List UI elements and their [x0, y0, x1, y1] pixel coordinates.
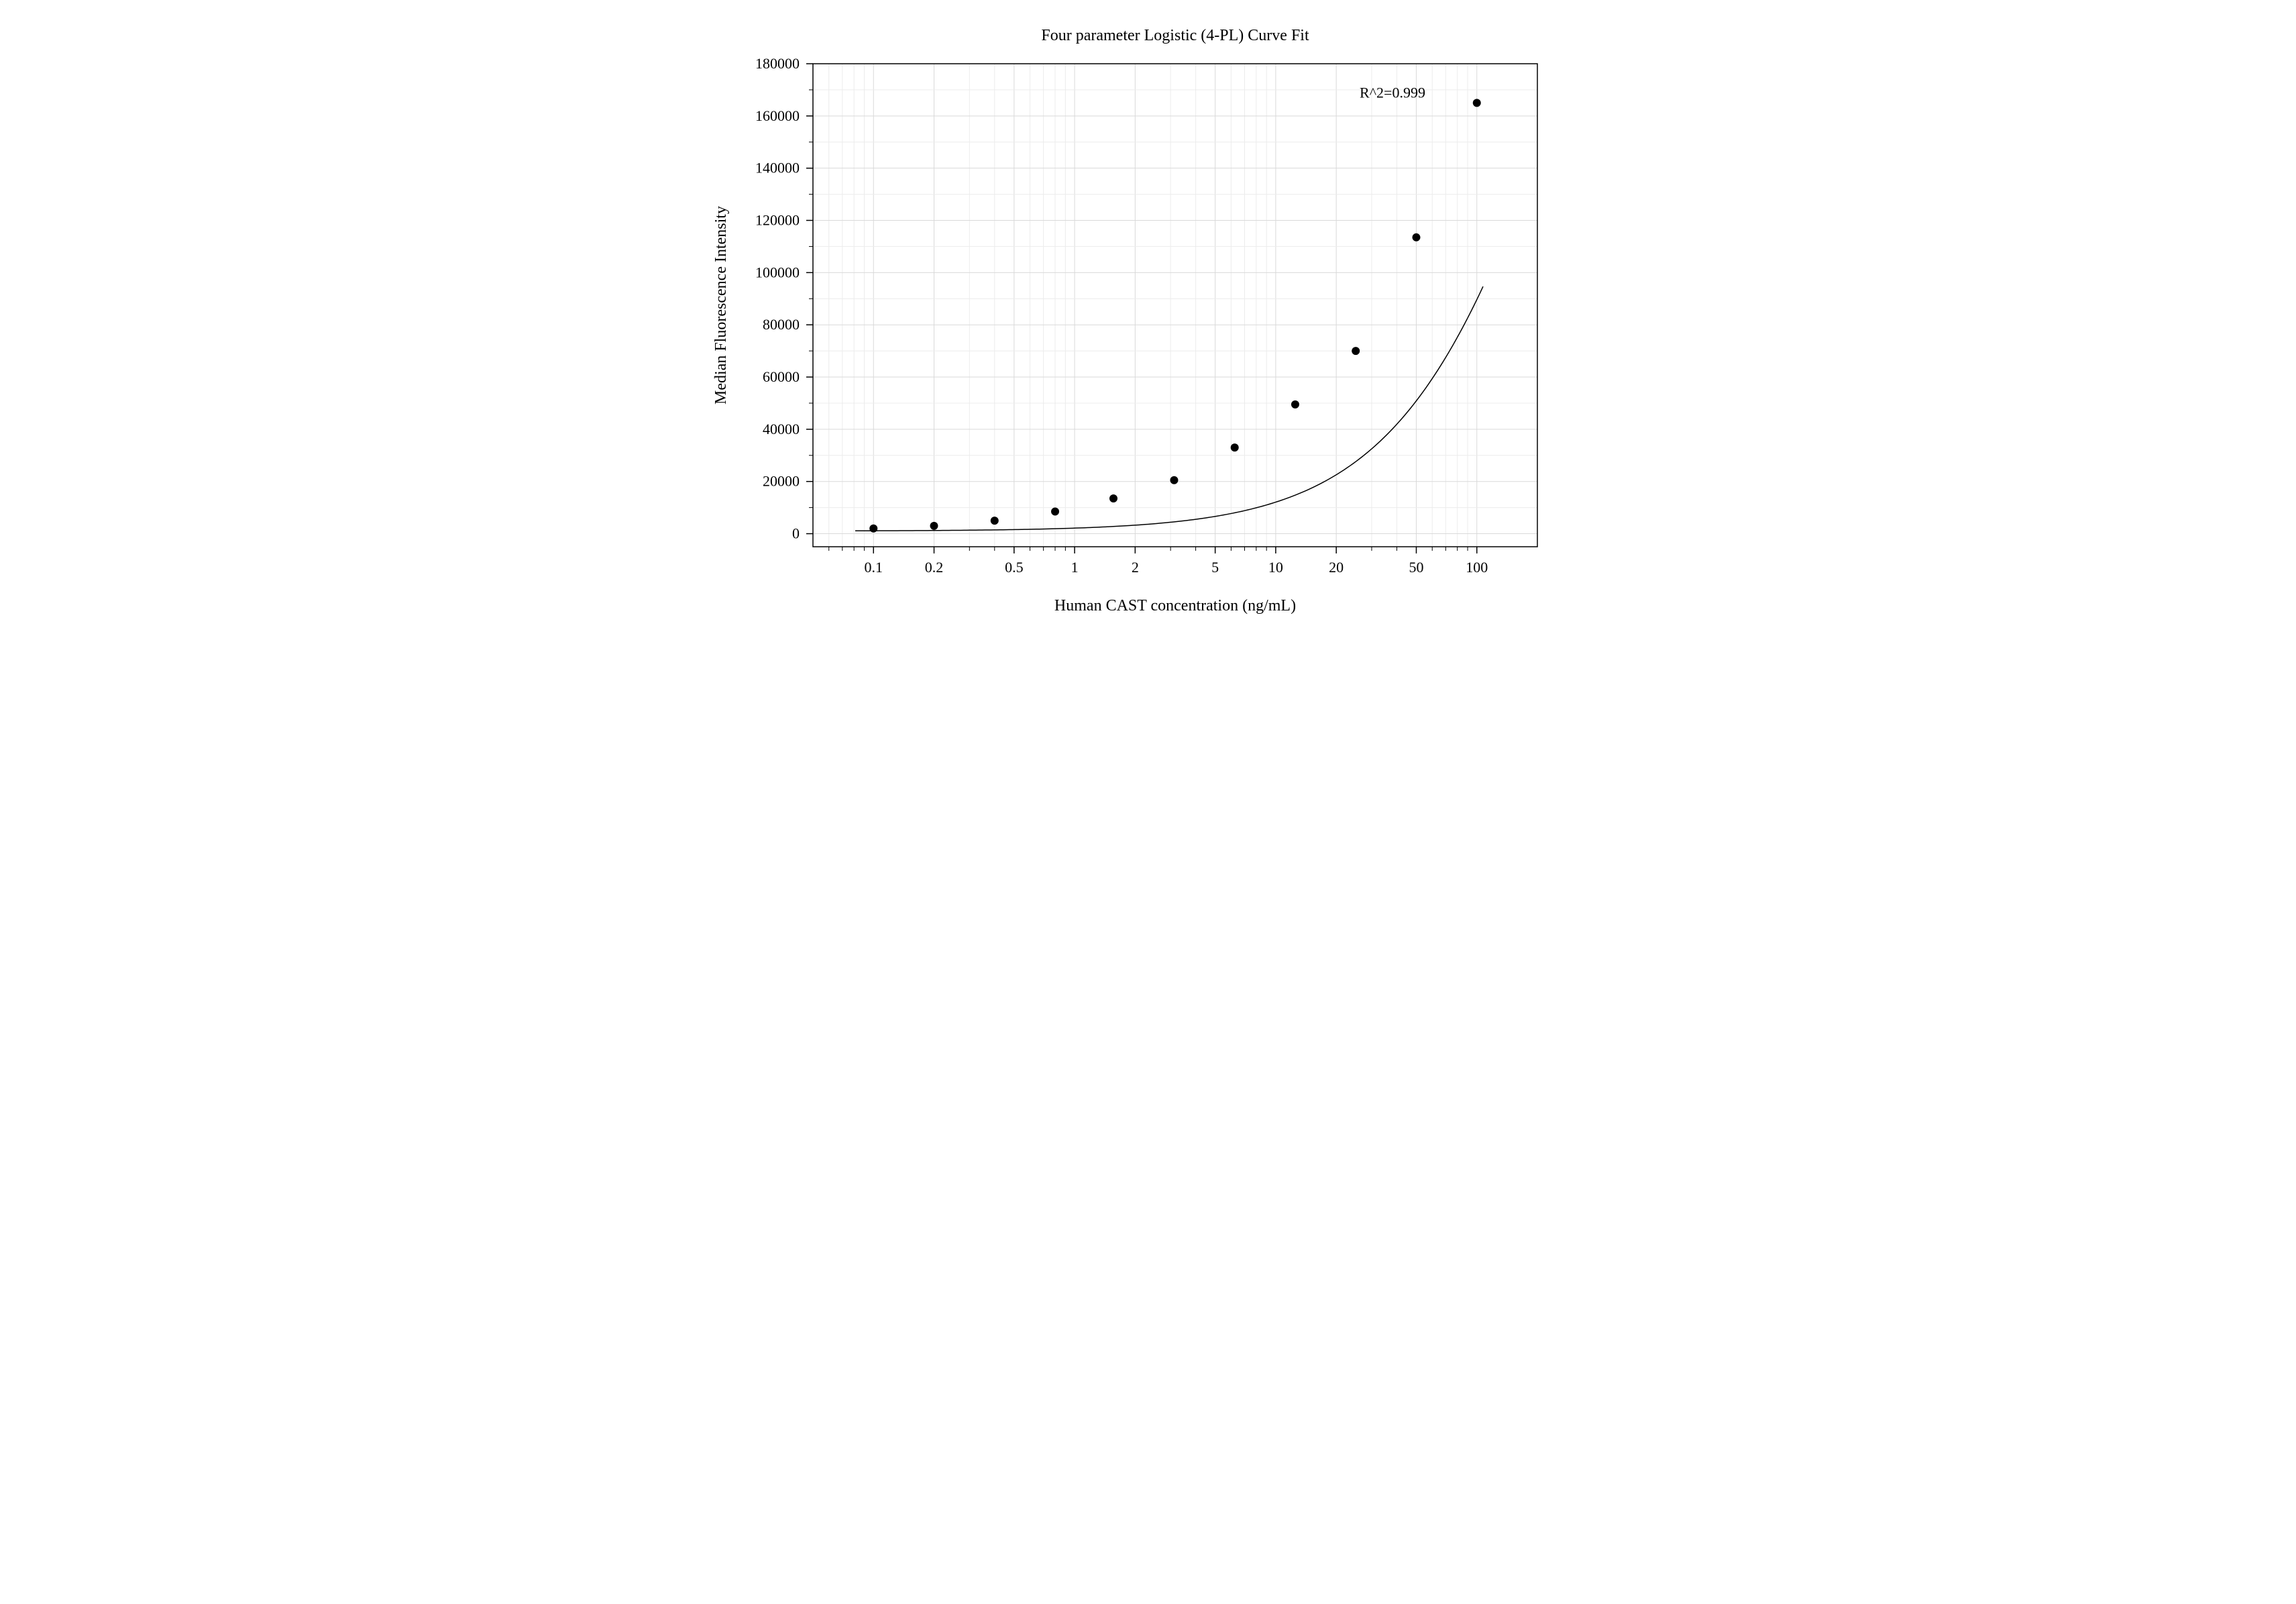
data-point	[1230, 443, 1238, 451]
svg-text:160000: 160000	[755, 107, 800, 124]
y-axis-label: Median Fluorescence Intensity	[712, 206, 730, 405]
svg-text:5: 5	[1211, 559, 1219, 576]
svg-text:60000: 60000	[763, 368, 800, 385]
svg-text:0.5: 0.5	[1005, 559, 1024, 576]
data-point	[1412, 233, 1420, 242]
data-point	[1051, 507, 1059, 515]
svg-text:40000: 40000	[763, 421, 800, 437]
svg-text:0.1: 0.1	[864, 559, 883, 576]
svg-text:100000: 100000	[755, 264, 800, 280]
svg-text:80000: 80000	[763, 316, 800, 333]
data-point	[930, 522, 938, 530]
svg-text:120000: 120000	[755, 212, 800, 229]
data-point	[1291, 400, 1299, 409]
svg-text:0: 0	[792, 525, 800, 542]
svg-text:140000: 140000	[755, 160, 800, 176]
data-point	[1352, 347, 1360, 355]
svg-text:1: 1	[1071, 559, 1078, 576]
svg-text:20: 20	[1329, 559, 1344, 576]
data-point	[1109, 494, 1117, 502]
svg-text:180000: 180000	[755, 55, 800, 72]
svg-text:20000: 20000	[763, 473, 800, 490]
chart-title: Four parameter Logistic (4-PL) Curve Fit	[1041, 27, 1309, 44]
data-point	[1170, 476, 1178, 484]
x-axis-label: Human CAST concentration (ng/mL)	[1054, 597, 1295, 614]
r-squared-annotation: R^2=0.999	[1360, 84, 1425, 101]
chart-svg: 0.1 0.2 0.5 1 2 5 10 20 50 100 0 20000 40000 60000 800…	[639, 0, 1658, 711]
svg-text:0.2: 0.2	[924, 559, 943, 576]
svg-text:100: 100	[1466, 559, 1488, 576]
data-point	[869, 525, 877, 533]
svg-text:50: 50	[1409, 559, 1423, 576]
data-point	[1472, 99, 1480, 107]
svg-text:2: 2	[1131, 559, 1138, 576]
chart-container: 0.1 0.2 0.5 1 2 5 10 20 50 100 0 20000 40000 60000 800…	[639, 0, 1658, 711]
svg-text:10: 10	[1268, 559, 1282, 576]
data-point	[990, 517, 998, 525]
